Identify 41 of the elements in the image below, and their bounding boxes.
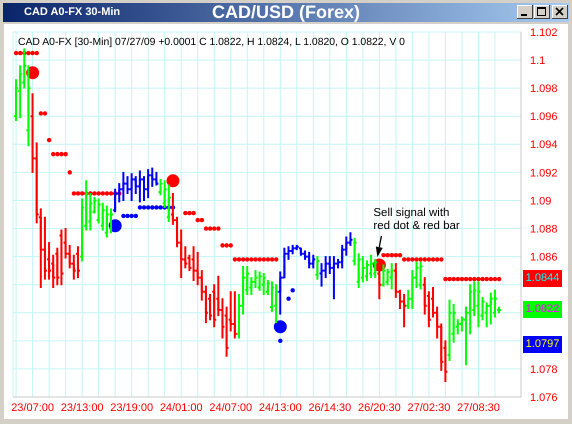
- x-tick-label: 26/14:30: [308, 402, 352, 414]
- point: [125, 214, 130, 218]
- y-tick-label: 1.088: [530, 223, 558, 236]
- point: [129, 214, 134, 218]
- point: [138, 205, 142, 210]
- y-tick-label: 1.102: [530, 26, 558, 39]
- x-tick-label: 23/07:00: [11, 402, 54, 414]
- text: CAD A0-FX 30-Min: [24, 6, 120, 18]
- point: [146, 205, 150, 210]
- y-tick-label: 1.076: [530, 392, 558, 404]
- point: [158, 205, 163, 210]
- text: CAD A0-FX [30-Min] 07/27/09 +0.0001 C 1.0822, H 1.0824, L 1.0820, O 1.0822, V 0: [18, 37, 405, 48]
- y-tick-label: 1.086: [530, 252, 558, 264]
- x-tick-label: 23/13:00: [60, 402, 104, 414]
- x-tick-label: 24/01:00: [160, 402, 203, 414]
- point: [142, 205, 146, 210]
- annotation: Sell signal with red dot & red bar: [373, 207, 461, 234]
- x-tick-label: 27/02:30: [408, 402, 450, 414]
- point: [278, 338, 283, 344]
- point: [286, 296, 291, 301]
- x-tick-label: 23/19:00: [110, 402, 154, 414]
- point: [154, 205, 159, 210]
- y-tick-label: 1.096: [530, 111, 558, 124]
- chart-title: CAD/USD (Forex): [212, 2, 360, 22]
- y-tick-label: 1.09: [530, 195, 552, 208]
- text: 1.0822: [523, 300, 562, 318]
- text: 1.0844: [523, 270, 562, 287]
- point: [290, 288, 295, 293]
- point: [134, 214, 138, 218]
- point: [150, 205, 155, 210]
- x-tick-label: 26/20:30: [358, 402, 401, 414]
- x-tick-label: 27/08:30: [457, 402, 500, 414]
- x-tick-label: 24/13:00: [258, 402, 302, 414]
- text: 1.0797: [523, 336, 562, 353]
- y-tick-label: 1.098: [530, 83, 558, 96]
- y-tick-label: 1.092: [530, 167, 558, 180]
- y-tick-label: 1.078: [530, 364, 558, 376]
- point: [121, 214, 126, 218]
- x-tick-label: 24/07:00: [209, 402, 252, 414]
- y-tick-label: 1.094: [530, 139, 558, 152]
- y-tick-label: 1.1: [530, 54, 546, 67]
